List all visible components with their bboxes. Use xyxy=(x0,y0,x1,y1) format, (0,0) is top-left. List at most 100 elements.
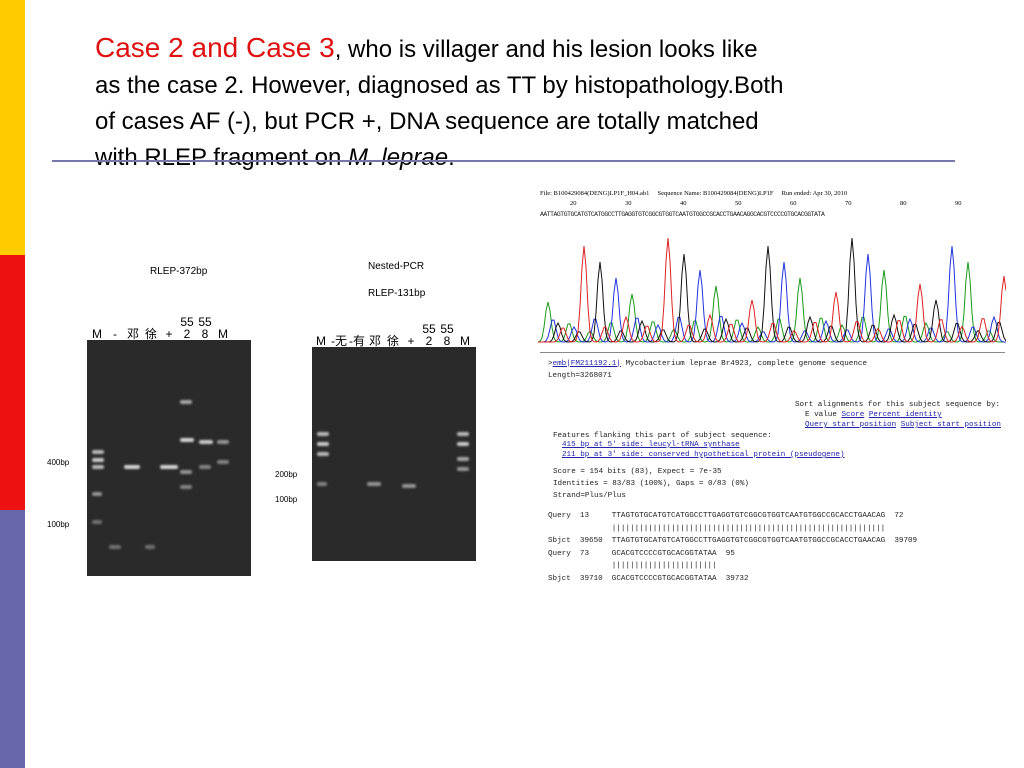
gel-band xyxy=(217,460,229,464)
hit-desc: Mycobacterium leprae Br4923, complete ge… xyxy=(625,360,868,368)
gel-band xyxy=(92,520,102,524)
slide-text: Case 2 and Case 3, who is villager and h… xyxy=(95,30,975,176)
lane-label: 558 xyxy=(198,315,212,341)
trace xyxy=(538,237,1006,343)
lane-labels: M -无 -有邓徐 +552 558 M xyxy=(312,305,474,347)
gel-band xyxy=(457,467,469,471)
gel-band xyxy=(217,440,229,444)
position: 90 xyxy=(955,200,962,207)
text: , who is villager and his lesion looks l… xyxy=(334,36,758,63)
lane-label: 552 xyxy=(422,322,436,348)
gel-band xyxy=(92,458,104,462)
chromatogram xyxy=(538,237,1006,343)
gel-band xyxy=(199,440,213,444)
sort-option: E value xyxy=(805,411,837,419)
text: . xyxy=(448,144,455,171)
position: 60 xyxy=(790,200,797,207)
sort-link[interactable]: Percent identity xyxy=(868,411,942,419)
gel-band xyxy=(457,457,469,461)
gel-band xyxy=(145,545,155,549)
hit: >emb|FM211192.1| Mycobacterium leprae Br… xyxy=(548,360,868,368)
text: with RLEP fragment on xyxy=(95,144,349,171)
sort-row: E value Score Percent identity xyxy=(805,411,942,419)
position: 40 xyxy=(680,200,687,207)
lane-labels: M - 邓徐 +552 558 M xyxy=(88,300,232,340)
marker-label: 400bp xyxy=(47,458,70,467)
sequence: AATTAGTGTGCATGTCATGGCCTTGAGGTGTCGGCGTGGT… xyxy=(540,211,825,218)
alignment: Query 13 TTAGTGTGCATGTCATGGCCTTGAGGTGTCG… xyxy=(548,510,917,585)
gel-subtitle: RLEP-131bp xyxy=(368,288,426,299)
lane-label: 徐 xyxy=(386,334,399,348)
gel-band xyxy=(180,470,192,474)
gel-band xyxy=(317,432,329,436)
gel-title: RLEP-372bp xyxy=(150,266,208,277)
sort-link[interactable]: Score xyxy=(841,411,865,419)
gel-band xyxy=(199,465,211,469)
gel-band xyxy=(92,465,104,469)
lane-label: M xyxy=(460,334,470,348)
lane-label: + xyxy=(407,334,415,348)
sort-link[interactable]: Subject start position xyxy=(900,421,1001,429)
lane-label: - xyxy=(113,327,117,341)
alignment-line: Query 73 GCACGTCCCCGTGCACGGTATAA 95 xyxy=(548,549,735,558)
sort-title: Sort alignments for this subject sequenc… xyxy=(795,401,1001,409)
gel-band xyxy=(92,450,104,454)
gel-band xyxy=(367,482,381,486)
lane-label: M xyxy=(92,327,102,341)
gel-band xyxy=(457,442,469,446)
lane-label: M xyxy=(316,334,326,348)
alignment-line: Sbjct 39710 GCACGTCCCCGTGCACGGTATAA 3973… xyxy=(548,574,749,583)
gel-image xyxy=(312,347,476,561)
marker-label: 200bp xyxy=(275,470,298,479)
gel-band xyxy=(457,432,469,436)
chromatogram-header: File: B100429084(DENG)LP1F_H04.ab1 Seque… xyxy=(540,190,848,197)
lane-label: 邓 xyxy=(368,334,381,348)
gel-band xyxy=(180,400,192,404)
hit-link[interactable]: emb|FM211192.1| xyxy=(552,360,621,368)
position: 20 xyxy=(570,200,577,207)
gel-band xyxy=(160,465,178,469)
length: Length=3268071 xyxy=(548,372,612,380)
lane-label: 徐 xyxy=(144,327,157,341)
marker-label: 100bp xyxy=(47,520,70,529)
lane-label: 邓 xyxy=(126,327,139,341)
title-red: Case 2 and Case 3 xyxy=(95,32,335,63)
marker-label: 100bp xyxy=(275,495,298,504)
base-calls: AATTAGTGTGCATGTCATGGCCTTGAGGTGTCGGCGTGGT… xyxy=(540,211,1005,221)
gel-band xyxy=(92,492,102,496)
text: as the case 2. However, diagnosed as TT … xyxy=(95,72,784,99)
gel-image xyxy=(87,340,251,576)
lane-label: + xyxy=(165,327,173,341)
lane-label: M xyxy=(218,327,228,341)
divider xyxy=(52,160,955,162)
lane-label: -无 xyxy=(331,334,347,348)
gel-band xyxy=(317,442,329,446)
position: 70 xyxy=(845,200,852,207)
alignment-line: Sbjct 39650 TTAGTGTGCATGTCATGGCCTTGAGGTG… xyxy=(548,537,918,545)
rule xyxy=(540,352,1005,353)
stat: Identities = 83/83 (100%), Gaps = 0/83 (… xyxy=(553,480,749,488)
gel-band xyxy=(124,465,140,469)
bar-red xyxy=(0,255,25,510)
gel-band xyxy=(402,484,416,488)
bar-blue xyxy=(0,510,25,768)
sort-link[interactable]: Query start position xyxy=(805,421,897,429)
feature-link[interactable]: 211 bp at 3' side: conserved hypothetica… xyxy=(562,451,845,459)
trace xyxy=(538,237,1006,343)
features-title: Features flanking this part of subject s… xyxy=(553,432,772,440)
position: 50 xyxy=(735,200,742,207)
alignment-line: ||||||||||||||||||||||| xyxy=(548,562,717,570)
gel-band xyxy=(180,438,194,442)
alignment-line: ||||||||||||||||||||||||||||||||||||||||… xyxy=(548,524,886,533)
stat: Score = 154 bits (83), Expect = 7e-35 xyxy=(553,468,722,476)
gel-title: Nested-PCR xyxy=(368,261,425,272)
positions: 20 30 40 50 60 70 80 90 xyxy=(540,200,1005,210)
lane-label: -有 xyxy=(349,334,365,348)
feature-link[interactable]: 415 bp at 5' side: leucyl-tRNA synthase xyxy=(562,441,740,449)
position: 30 xyxy=(625,200,632,207)
bar-yellow xyxy=(0,0,25,255)
lane-label: 552 xyxy=(180,315,194,341)
gel-band xyxy=(317,482,327,486)
lane-label: 558 xyxy=(440,322,454,348)
